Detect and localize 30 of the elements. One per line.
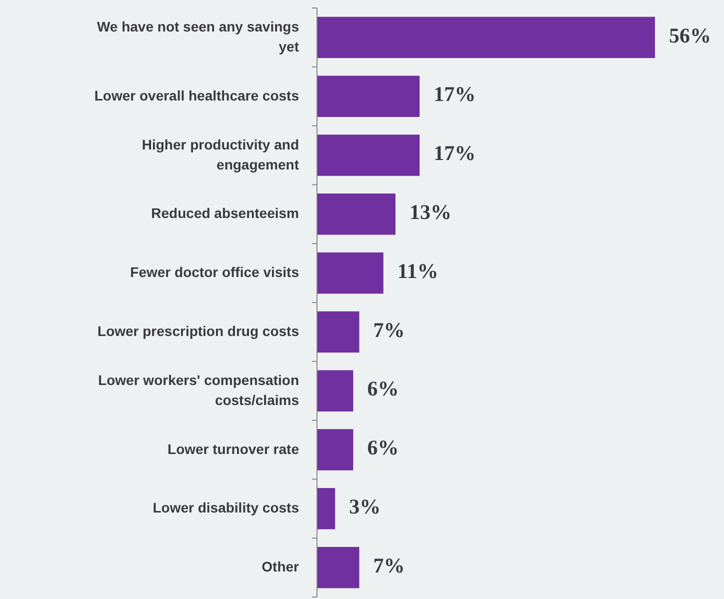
bar: [317, 546, 360, 588]
y-tick-label: Lower workers' compensation costs/claims: [98, 372, 300, 408]
bar: [317, 16, 655, 58]
y-tick-label: Lower turnover rate: [168, 440, 300, 456]
y-tick-label: Lower disability costs: [152, 499, 300, 516]
bar: [317, 252, 384, 294]
data-label: 11%: [397, 258, 438, 283]
data-label: 7%: [373, 553, 405, 578]
y-tick-label: Lower overall healthcare costs: [94, 87, 300, 104]
data-label: 56%: [669, 23, 711, 48]
y-tick-label: We have not seen any savings yet: [96, 18, 300, 54]
y-tick-label: Fewer doctor office visits: [130, 264, 300, 280]
bar: [317, 488, 336, 530]
data-label: 17%: [434, 82, 476, 106]
bar: [317, 429, 354, 470]
bar: [317, 134, 420, 176]
data-label: 3%: [349, 494, 381, 518]
data-label: 6%: [367, 436, 399, 460]
bar: [317, 311, 360, 353]
y-tick-label: Higher productivity and engagement: [142, 136, 300, 172]
y-tick-label: Reduced absenteeism: [151, 204, 299, 221]
bar: [317, 370, 354, 412]
data-label: 7%: [373, 318, 405, 342]
y-tick-label: Lower prescription drug costs: [98, 322, 300, 339]
data-label: 13%: [409, 200, 452, 224]
bar: [317, 194, 396, 235]
bar: [317, 76, 420, 117]
data-label: 17%: [434, 141, 476, 166]
y-tick-label: Other: [262, 558, 300, 574]
data-label: 6%: [367, 376, 399, 401]
